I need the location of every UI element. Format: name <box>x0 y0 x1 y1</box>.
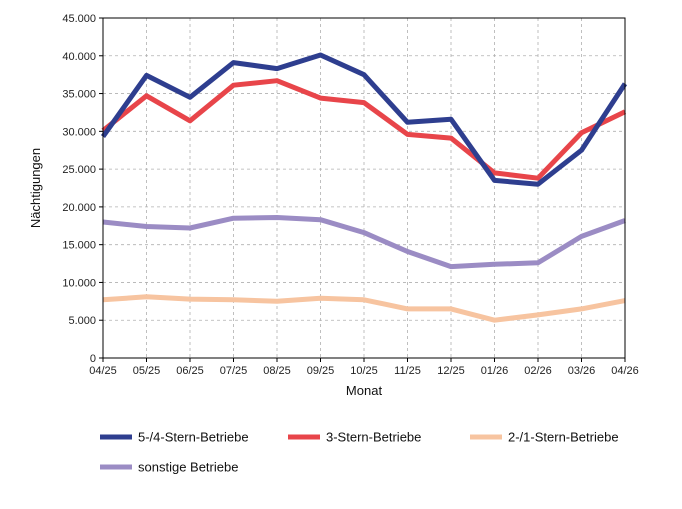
y-axis-title: Nächtigungen <box>28 148 43 228</box>
legend: 5-/4-Stern-Betriebe 3-Stern-Betriebe 2-/1-… <box>100 430 619 475</box>
series-line-3 <box>102 294 626 323</box>
y-tick-label: 20.000 <box>62 202 96 214</box>
x-tick-label: 02/26 <box>524 365 552 377</box>
y-tick-label: 40.000 <box>62 51 96 63</box>
series-line-1 <box>100 52 628 187</box>
x-tick-label: 09/25 <box>307 365 335 377</box>
legend-label: sonstige Betriebe <box>138 460 238 475</box>
legend-label: 2-/1-Stern-Betriebe <box>508 430 619 445</box>
x-tick-label: 08/25 <box>263 365 291 377</box>
y-tick-label: 35.000 <box>62 89 96 101</box>
y-tick-label: 25.000 <box>62 164 96 176</box>
x-tick-label: 07/25 <box>220 365 248 377</box>
series-lines <box>100 52 628 323</box>
x-axis-title: Monat <box>346 383 383 398</box>
x-tick-label: 05/25 <box>133 365 161 377</box>
grid <box>102 17 626 359</box>
legend-label: 3-Stern-Betriebe <box>326 430 421 445</box>
y-tick-label: 15.000 <box>62 240 96 252</box>
series-line-4 <box>102 215 626 270</box>
x-tick-label: 04/26 <box>611 365 639 377</box>
y-tick-label: 0 <box>90 353 96 365</box>
series-line-2 <box>101 78 627 181</box>
x-tick-label: 01/26 <box>481 365 509 377</box>
y-axis-ticks: 0 5.000 10.000 15.000 20.000 25.000 30.000 35.0… <box>62 13 103 365</box>
x-tick-label: 03/26 <box>568 365 596 377</box>
x-axis-ticks: 04/25 05/25 06/25 07/25 08/25 09/25 10/25 11/25… <box>89 358 639 377</box>
y-tick-label: 10.000 <box>62 277 96 289</box>
x-tick-label: 11/25 <box>394 365 421 377</box>
x-tick-label: 10/25 <box>350 365 378 377</box>
y-tick-label: 30.000 <box>62 126 96 138</box>
y-tick-label: 45.000 <box>62 13 96 25</box>
x-tick-label: 06/25 <box>176 365 204 377</box>
y-tick-label: 5.000 <box>68 315 96 327</box>
legend-label: 5-/4-Stern-Betriebe <box>138 430 249 445</box>
x-tick-label: 04/25 <box>89 365 117 377</box>
x-tick-label: 12/25 <box>437 365 465 377</box>
